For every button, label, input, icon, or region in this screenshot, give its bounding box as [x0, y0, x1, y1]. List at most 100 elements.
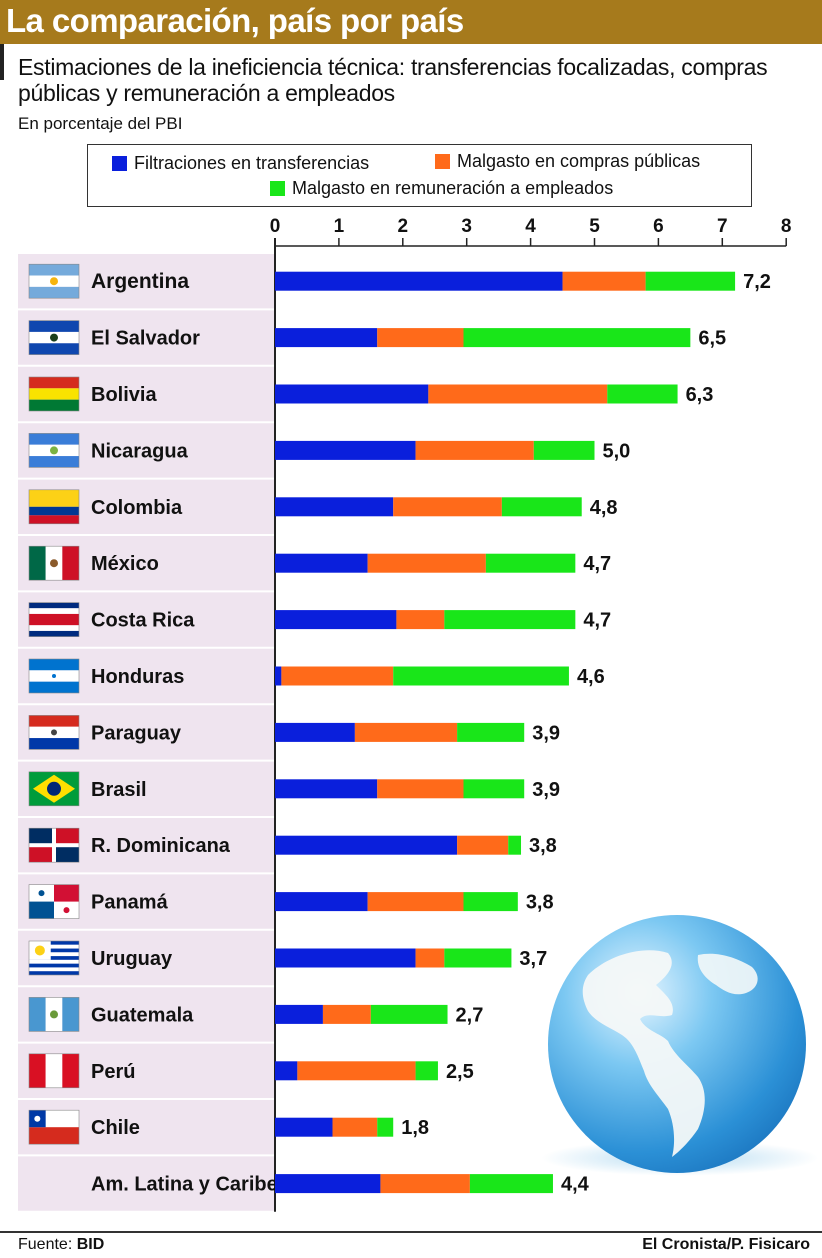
flag-stripe	[29, 959, 79, 964]
bar-segment	[275, 1004, 323, 1024]
flag-stripe	[29, 963, 79, 968]
flag-stripe	[29, 546, 46, 581]
category-label: R. Dominicana	[91, 835, 231, 857]
bar-segment	[463, 328, 691, 348]
bar-segment	[332, 1117, 378, 1137]
category-label: Bolivia	[91, 384, 157, 406]
bar-segment	[463, 892, 518, 912]
bar-segment	[275, 948, 416, 968]
source-label: Fuente:	[18, 1236, 73, 1253]
x-tick-label: 8	[781, 216, 792, 237]
flag-border	[28, 658, 80, 694]
flag-bolivia-icon	[28, 376, 80, 412]
bar-segment	[275, 835, 458, 855]
flag-stripe	[56, 828, 79, 844]
flag-stripe	[29, 971, 79, 975]
flag-chile-icon	[28, 1109, 80, 1145]
bar-segment	[354, 722, 458, 742]
bar-segment	[281, 666, 394, 686]
flag-stripe	[29, 515, 79, 524]
bar-segment	[367, 553, 486, 573]
flag-stripe	[56, 847, 79, 863]
subtitle-accent-bar	[0, 44, 4, 80]
bar-segment	[469, 1174, 553, 1194]
total-label: 3,8	[526, 892, 554, 914]
flag-border	[28, 1053, 80, 1089]
unit-label: En porcentaje del PBI	[18, 114, 183, 133]
total-label: 4,6	[577, 666, 605, 688]
bar-segment	[607, 384, 678, 404]
x-tick-label: 0	[270, 216, 281, 237]
flag-uruguay-icon	[28, 940, 80, 976]
bar-segment	[275, 384, 429, 404]
flag-stripe	[29, 613, 79, 626]
bar-segment	[485, 553, 576, 573]
total-label: 6,5	[698, 328, 726, 350]
bar-segment	[275, 722, 355, 742]
source-name: BID	[76, 1236, 105, 1253]
bar-segment	[393, 666, 569, 686]
bar-segment	[275, 440, 416, 460]
bar-segment	[501, 497, 582, 517]
total-label: 7,2	[743, 271, 771, 293]
flag-honduras-icon	[28, 658, 80, 694]
flag-peru-icon	[28, 1053, 80, 1089]
flag-stripe	[29, 489, 79, 507]
legend-swatch-transferencias	[112, 156, 127, 171]
bar-segment	[444, 610, 576, 630]
category-label: Uruguay	[91, 948, 173, 970]
bar-segment	[377, 1117, 394, 1137]
total-label: 2,5	[446, 1061, 474, 1083]
flag-argentina-icon	[28, 263, 80, 299]
bar-segment	[275, 1174, 381, 1194]
total-label: 2,7	[456, 1004, 484, 1026]
x-tick-label: 5	[589, 216, 600, 237]
flag-stripe	[62, 997, 79, 1032]
flag-stripe	[62, 1053, 79, 1088]
flag-stripe	[29, 399, 79, 411]
flag-emblem	[50, 559, 58, 568]
legend-swatch-remuneracion	[270, 181, 285, 196]
flag-stripe	[29, 602, 79, 609]
flag-emblem	[34, 1115, 41, 1122]
bar-segment	[457, 835, 509, 855]
category-label: Argentina	[91, 270, 189, 293]
flag-stripe	[29, 901, 54, 919]
bar-segment	[562, 271, 646, 291]
total-label: 5,0	[603, 440, 631, 462]
category-label: El Salvador	[91, 328, 200, 350]
bar-segment	[415, 948, 445, 968]
category-label: Honduras	[91, 666, 184, 688]
total-label: 4,7	[583, 610, 611, 632]
total-label: 4,7	[583, 553, 611, 575]
x-tick-label: 6	[653, 216, 664, 237]
total-label: 3,7	[519, 948, 547, 970]
x-tick-label: 7	[717, 216, 728, 237]
flag-stripe	[29, 681, 79, 693]
chart-subtitle: Estimaciones de la ineficiencia técnica:…	[18, 54, 768, 106]
flag-stripe	[29, 738, 79, 750]
flag-stripe	[29, 388, 79, 400]
flag-panama-icon	[28, 884, 80, 919]
x-tick-label: 2	[398, 216, 409, 237]
flag-costa-rica-icon	[28, 602, 80, 637]
bar-segment	[457, 722, 525, 742]
flag-stripe	[29, 847, 52, 863]
flag-stripe	[29, 944, 79, 949]
flag-stripe	[29, 377, 79, 389]
flag-border	[28, 715, 80, 750]
x-tick-label: 1	[334, 216, 345, 237]
footer-divider	[0, 1231, 822, 1233]
total-label: 3,8	[529, 835, 557, 857]
total-label: 3,9	[532, 722, 560, 744]
flag-colombia-icon	[28, 489, 80, 525]
legend-swatch-compras	[435, 154, 450, 169]
bar-segment	[275, 553, 368, 573]
legend-label-compras: Malgasto en compras públicas	[457, 151, 701, 171]
flag-emblem	[51, 729, 57, 736]
bar-segment	[380, 1174, 470, 1194]
bar-segment	[275, 779, 378, 799]
flag-mexico-icon	[28, 545, 80, 581]
legend-item-compras: Malgasto en compras públicas	[435, 151, 700, 172]
legend-label-remuneracion: Malgasto en remuneración a empleados	[292, 178, 614, 198]
